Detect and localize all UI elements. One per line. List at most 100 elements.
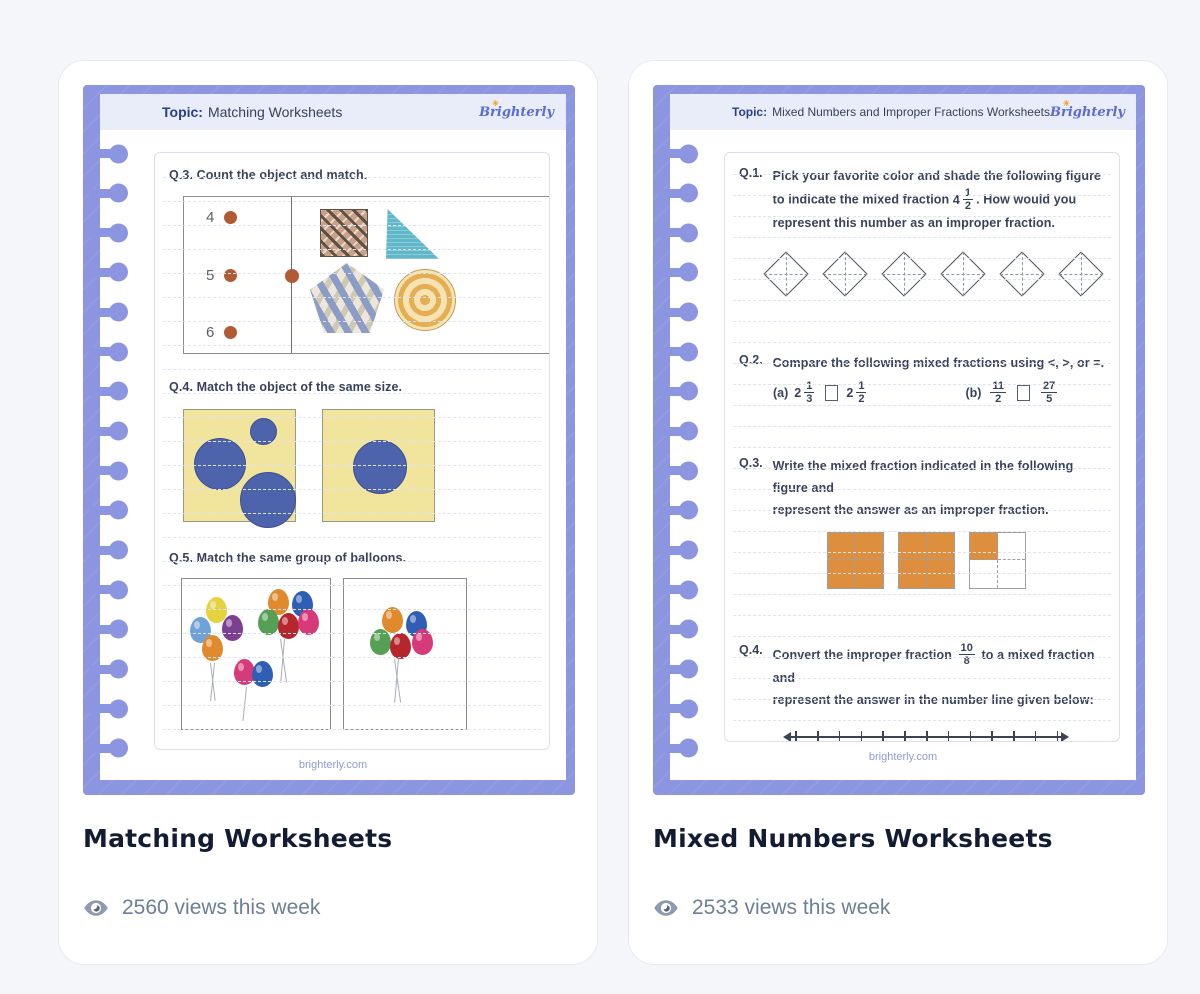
ruled-line [733,216,1111,217]
question-4-label: Q.4. Match the object of the same size. [169,380,403,394]
ruled-line [733,405,1111,406]
number-line-tick [1034,730,1037,741]
answer-box [1017,385,1031,402]
sun-icon: ✳ [492,97,499,108]
number-line-tick [926,730,928,741]
brighterly-logo: Brighterly ✳ [479,97,554,120]
binding-ring [659,386,683,396]
fraction-square-full [898,531,955,589]
binding-ring [659,466,683,476]
number-line-tick [795,730,797,741]
shapes-column [292,197,549,353]
ruled-line [733,447,1111,448]
ruled-line [163,177,541,178]
binding-ring [89,545,113,555]
binding-ring [89,347,113,357]
number-line-tick [860,730,863,741]
spiral-binding [659,149,699,753]
binding-ring [659,545,683,555]
number-line-tick [882,730,884,741]
ruled-line [733,300,1111,301]
diamond-shape [822,251,868,297]
sun-icon: ✳ [1063,97,1070,108]
binding-ring [659,347,683,357]
worksheet-header: Topic: Mixed Numbers and Improper Fracti… [670,94,1136,130]
binding-ring [89,188,113,198]
balloon [206,597,227,623]
ruled-line [163,273,541,274]
label-a: (a) [773,386,789,401]
worksheet-preview-mixed-numbers: Topic: Mixed Numbers and Improper Fracti… [653,85,1145,795]
topic-label: Topic: [162,104,203,120]
diamond-shape [940,251,986,297]
balloon [390,633,411,659]
ruled-line [733,237,1111,238]
question-5-label: Q.5. Match the same group of balloons. [169,551,407,565]
ruled-line [163,345,541,346]
topic-label: Topic: [732,105,768,119]
worksheet-content: Q.3. Count the object and match. 4 5 6 [154,152,550,750]
ruled-line [733,531,1111,532]
binding-ring [89,149,113,158]
balloons-figure [181,578,535,730]
ruled-line [733,426,1111,427]
balloon [298,609,319,635]
number-line-tick [947,730,950,741]
ruled-line [733,573,1111,574]
balloon [370,629,391,655]
views-row: 2560 views this week [83,895,573,921]
binding-ring [659,267,683,277]
ruled-line [163,441,541,442]
ruled-line [733,552,1111,553]
count-and-match-figure: 4 5 6 [183,196,549,354]
question-1-text: Pick your favorite color and shade the f… [772,169,1102,231]
ruled-line [163,249,541,250]
eye-icon [654,900,678,916]
worksheet-card-mixed-numbers[interactable]: Topic: Mixed Numbers and Improper Fracti… [628,60,1168,965]
diamond-figures [763,251,1105,297]
ruled-line [733,279,1111,280]
ruled-line [163,609,541,610]
balloon [412,629,433,655]
binding-ring [89,664,113,674]
binding-ring [89,426,113,436]
binding-ring [89,466,113,476]
fraction-squares-figure [827,531,1105,589]
number-5: 5 [206,266,215,284]
card-title[interactable]: Matching Worksheets [83,824,393,853]
balloon-box-left [181,578,331,730]
match-dot [224,326,238,339]
worksheet-content: Q.1. Pick your favorite color and shade … [724,152,1120,742]
worksheet-preview-matching: Topic: Matching Worksheets Brighterly ✳ Q… [83,85,575,795]
label-b: (b) [965,386,982,401]
ruled-line [163,705,541,706]
topic-title: Matching Worksheets [207,104,343,120]
diamond-shape [881,251,927,297]
views-count-text: 2560 views this week [122,896,321,919]
binding-ring [89,267,113,277]
card-title[interactable]: Mixed Numbers Worksheets [653,824,1053,853]
ruled-line [733,321,1111,322]
compare-b: (b) 11 2 27 5 [965,379,1058,405]
ruled-line [163,369,541,370]
numbers-column: 4 5 6 [184,197,292,353]
binding-ring [659,505,683,515]
worksheet-card-matching[interactable]: Topic: Matching Worksheets Brighterly ✳ Q… [58,60,598,965]
ruled-line [163,297,541,298]
binding-ring [659,149,683,158]
number-6: 6 [206,324,215,341]
binding-ring [659,704,683,714]
question-3-number: Q.3. [739,456,763,470]
worksheet-site-footer: brighterly.com [868,751,938,763]
balloon [234,659,255,685]
worksheet-site-footer: brighterly.com [298,759,368,771]
worksheet-gallery: Topic: Matching Worksheets Brighterly ✳ Q… [0,0,1200,965]
ruled-line [733,615,1111,616]
ruled-line [163,513,541,514]
ruled-line [163,465,541,466]
question-3: Q.3. Write the mixed fraction indicated … [739,456,1105,522]
binding-ring [659,664,683,674]
match-dot [224,268,238,282]
